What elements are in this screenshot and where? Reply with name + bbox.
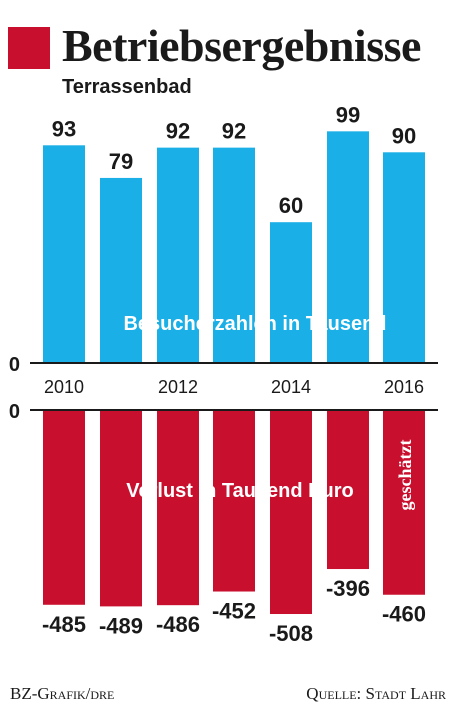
x-tick-label-2010: 2010 — [44, 377, 84, 397]
visitors-bar-2010 — [43, 145, 85, 362]
visitors-bar-2015 — [327, 131, 369, 362]
loss-value-label-2011: -489 — [99, 613, 143, 638]
loss-value-label-2016: -460 — [382, 602, 426, 627]
visitors-zero-label: 0 — [9, 354, 20, 376]
visitors-value-label-2012: 92 — [166, 119, 190, 144]
chart-title: Betriebsergebnisse — [62, 20, 421, 71]
loss-series-label: Verlust in Tausend Euro — [126, 480, 353, 502]
x-tick-label-2012: 2012 — [158, 377, 198, 397]
chart-subtitle: Terrassenbad — [62, 76, 192, 98]
loss-bar-2011 — [100, 410, 142, 607]
loss-bar-2014 — [270, 410, 312, 615]
visitors-value-label-2010: 93 — [52, 116, 76, 141]
visitors-value-label-2016: 90 — [392, 123, 416, 148]
source-credit: Quelle: Stadt Lahr — [306, 684, 446, 703]
loss-value-label-2010: -485 — [42, 612, 86, 637]
visitors-series-label: Besucherzahlen in Tausend — [123, 313, 386, 335]
loss-value-label-2012: -486 — [156, 612, 200, 637]
visitors-value-label-2015: 99 — [336, 102, 360, 127]
loss-zero-label: 0 — [9, 401, 20, 423]
visitors-value-label-2013: 92 — [222, 119, 246, 144]
loss-annotation: geschätzt — [395, 440, 415, 511]
graphic-credit: BZ-Grafik/dre — [10, 684, 115, 703]
loss-bar-2016 — [383, 410, 425, 595]
loss-value-label-2013: -452 — [212, 599, 256, 624]
visitors-bar-2013 — [213, 147, 255, 362]
visitors-bar-2014 — [270, 222, 312, 362]
x-tick-label-2014: 2014 — [271, 377, 311, 397]
visitors-bar-2012 — [157, 147, 199, 362]
title-square-icon — [8, 27, 50, 69]
loss-bar-2012 — [157, 410, 199, 606]
loss-bar-2010 — [43, 410, 85, 605]
visitors-bar-2011 — [100, 177, 142, 362]
loss-bar-2015 — [327, 410, 369, 570]
loss-value-label-2015: -396 — [326, 576, 370, 601]
loss-bar-2013 — [213, 410, 255, 592]
x-tick-label-2016: 2016 — [384, 377, 424, 397]
loss-value-label-2014: -508 — [269, 621, 313, 646]
visitors-value-label-2014: 60 — [279, 193, 303, 218]
visitors-value-label-2011: 79 — [109, 149, 133, 174]
visitors-bar-2016 — [383, 152, 425, 362]
